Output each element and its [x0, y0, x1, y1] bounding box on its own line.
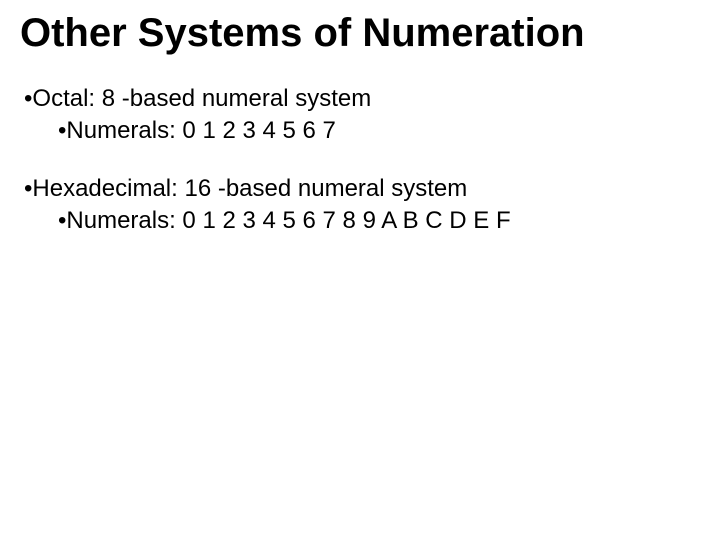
bullet-text: Octal: 8 -based numeral system — [32, 85, 371, 112]
list-item: •Octal: 8 -based numeral system — [24, 84, 700, 114]
spacer — [24, 148, 700, 174]
slide-body: •Octal: 8 -based numeral system •Numeral… — [20, 84, 700, 236]
bullet-text: Hexadecimal: 16 -based numeral system — [32, 175, 467, 202]
list-item: •Hexadecimal: 16 -based numeral system — [24, 174, 700, 204]
list-item: •Numerals: 0 1 2 3 4 5 6 7 — [24, 116, 700, 146]
bullet-text: Numerals: 0 1 2 3 4 5 6 7 — [66, 117, 335, 144]
slide-title: Other Systems of Numeration — [20, 10, 700, 56]
list-item: •Numerals: 0 1 2 3 4 5 6 7 8 9 A B C D E… — [24, 206, 700, 236]
slide: Other Systems of Numeration •Octal: 8 -b… — [0, 0, 720, 540]
bullet-text: Numerals: 0 1 2 3 4 5 6 7 8 9 A B C D E … — [66, 207, 510, 234]
